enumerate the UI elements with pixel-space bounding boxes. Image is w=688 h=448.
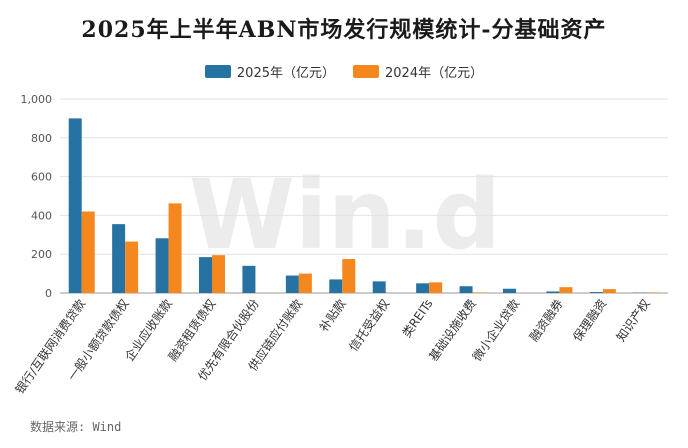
legend-swatch-2024 xyxy=(353,65,379,78)
bar-2024 xyxy=(212,255,225,293)
bar-2025 xyxy=(372,281,386,293)
source-note: 数据来源: Wind xyxy=(30,420,122,434)
bar-2024 xyxy=(298,273,312,293)
bar-2025 xyxy=(329,279,343,293)
y-tick-label: 200 xyxy=(31,248,52,261)
bar-2025 xyxy=(68,118,82,294)
y-tick-label: 0 xyxy=(45,287,52,300)
x-tick-label: 融资融券 xyxy=(526,296,566,344)
bars xyxy=(68,118,660,294)
legend-item-2024[interactable]: 2024年（亿元） xyxy=(353,62,483,81)
x-tick-label: 类REITs xyxy=(399,297,435,340)
bar-2025 xyxy=(199,257,212,293)
bar-2024 xyxy=(602,289,616,293)
bar-2024 xyxy=(646,292,660,293)
bar-2025 xyxy=(242,265,256,293)
chart-title: 2025年上半年ABN市场发行规模统计-分基础资产 xyxy=(81,17,607,43)
bar-2024 xyxy=(81,211,95,293)
bar-2024 xyxy=(342,259,356,293)
y-tick-label: 400 xyxy=(31,209,52,222)
bar-2025 xyxy=(155,238,169,293)
bar-2025 xyxy=(285,275,299,293)
legend-label-2025: 2025年（亿元） xyxy=(236,66,335,81)
bar-2025 xyxy=(503,288,516,293)
bar-2024 xyxy=(472,292,486,293)
bar-2024 xyxy=(559,287,573,293)
bar-2024 xyxy=(429,282,443,293)
legend-item-2025[interactable]: 2025年（亿元） xyxy=(204,62,335,81)
x-tick-label: 保理融资 xyxy=(570,297,609,344)
bar-2025 xyxy=(112,224,126,293)
y-tick-label: 600 xyxy=(31,171,52,184)
bar-2025 xyxy=(459,286,473,293)
bar-2025 xyxy=(589,292,603,293)
x-tick-label: 知识产权 xyxy=(614,297,653,344)
legend: 2025年（亿元） 2024年（亿元） xyxy=(0,62,688,81)
bar-2025 xyxy=(546,291,560,293)
bar-2024 xyxy=(168,203,182,293)
legend-label-2024: 2024年（亿元） xyxy=(385,66,484,81)
legend-swatch-2025 xyxy=(204,65,231,78)
y-tick-label: 1,000 xyxy=(21,93,53,106)
bar-2025 xyxy=(416,283,430,293)
x-tick-label: 补贴款 xyxy=(317,297,349,335)
x-axis: 银行/互联网消费贷款一般小额贷款债权企业应收账款融资租赁债权优先有限合伙股份供应… xyxy=(12,296,652,396)
y-axis: 0 200 400 600 800 1,000 xyxy=(21,93,53,300)
x-tick-label: 信托受益权 xyxy=(346,297,392,354)
y-tick-label: 800 xyxy=(31,132,52,145)
bar-2024 xyxy=(125,241,139,293)
